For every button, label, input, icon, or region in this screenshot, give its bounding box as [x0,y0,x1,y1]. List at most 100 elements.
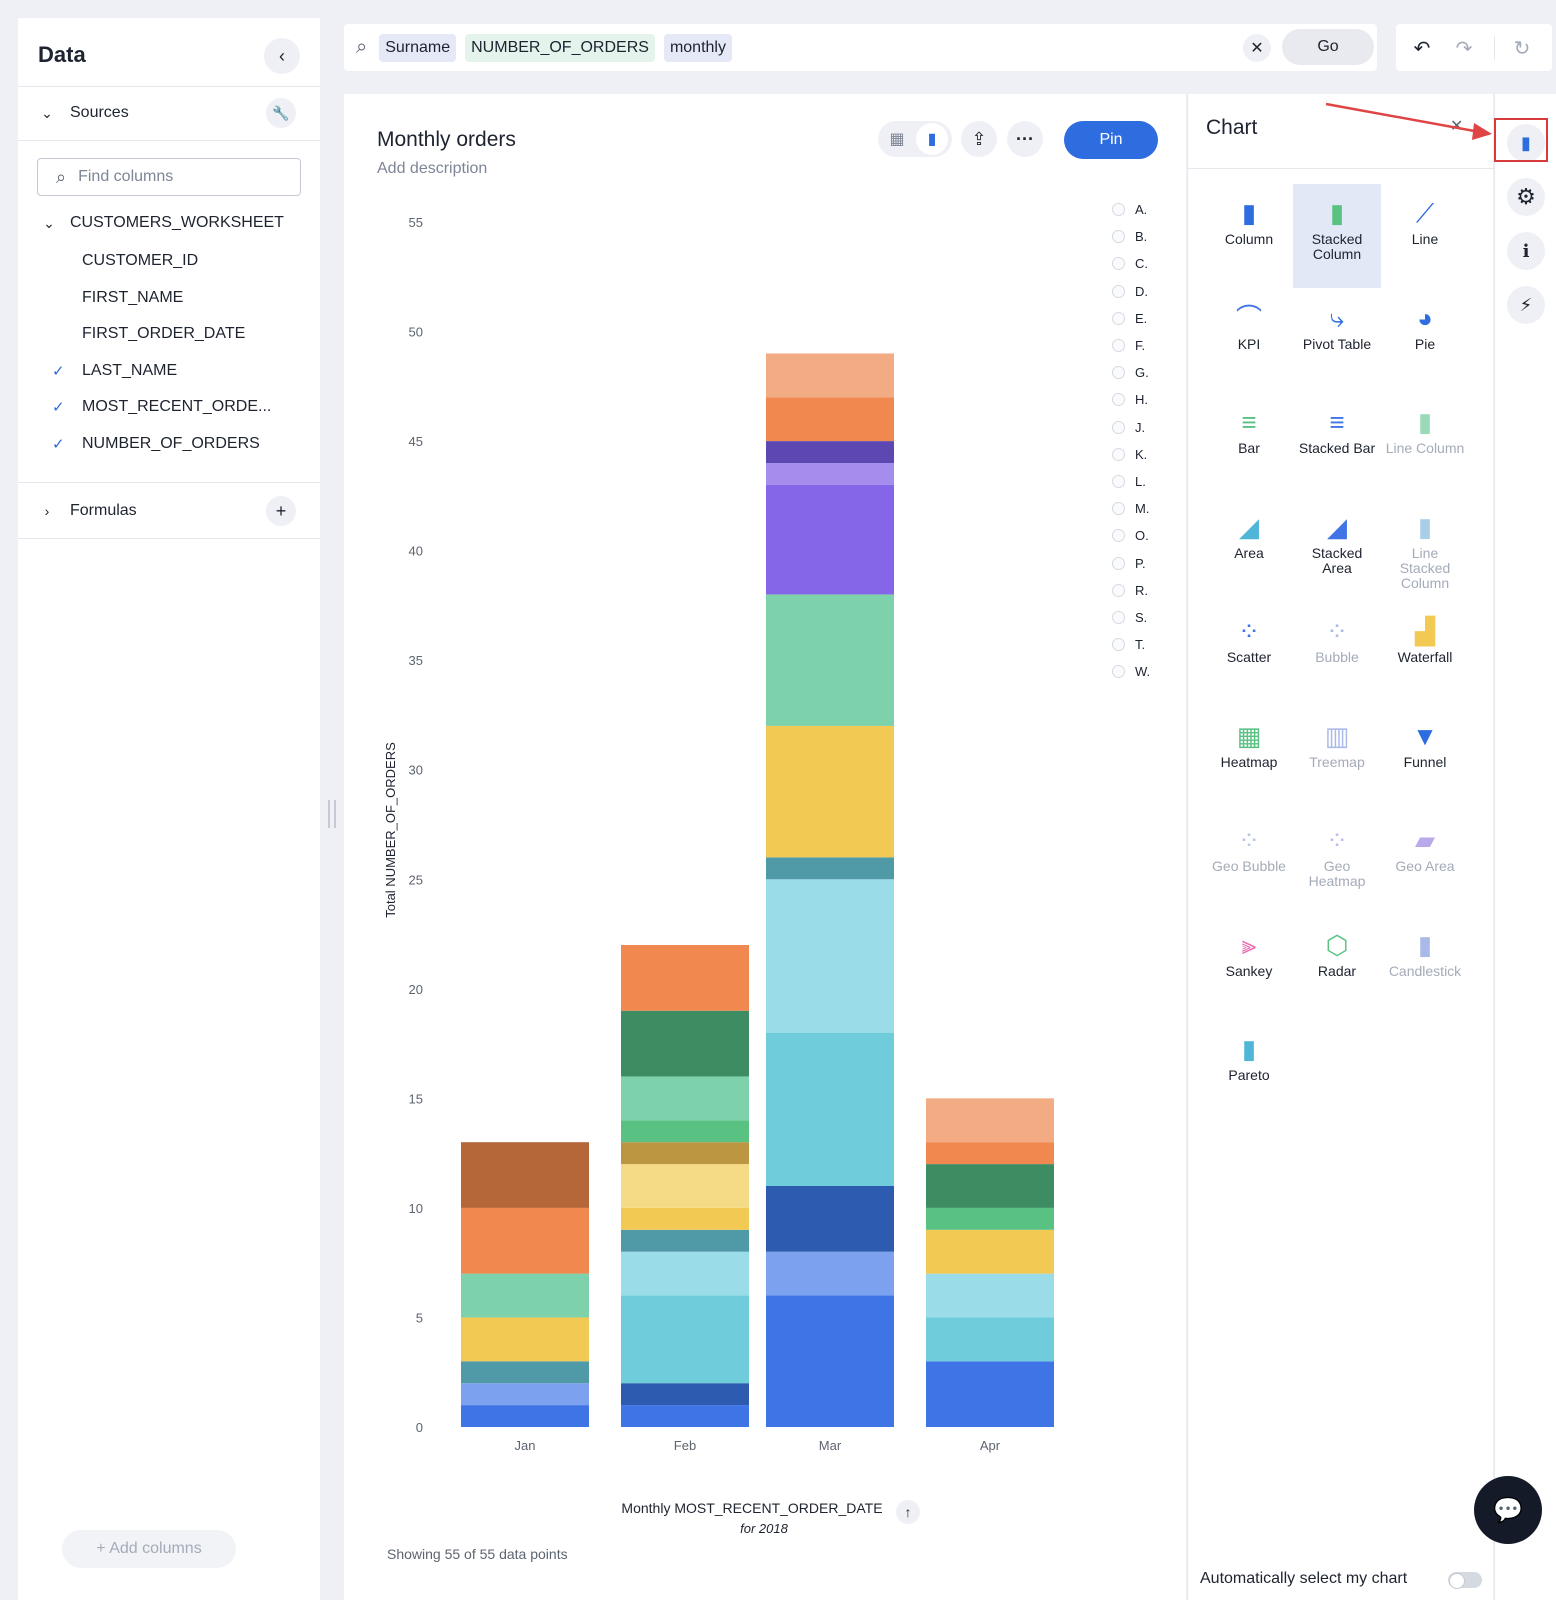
bar-segment[interactable] [766,1251,894,1296]
bar-segment[interactable] [766,484,894,595]
legend-item[interactable]: S. [1112,610,1147,625]
chart-description[interactable]: Add description [377,160,488,177]
chart-type-column[interactable]: ▮ Column [1205,184,1293,288]
legend-item[interactable]: E. [1112,311,1147,326]
bar-segment[interactable] [621,1120,749,1143]
legend-item[interactable]: D. [1112,284,1148,299]
undo-icon[interactable]: ↶ [1413,37,1431,60]
more-options-button[interactable]: ··· [1007,121,1043,157]
chart-type-heatmap[interactable]: ▦ Heatmap [1205,707,1293,811]
add-columns-button[interactable]: + Add columns [62,1530,236,1568]
bar-segment[interactable] [461,1317,589,1362]
chart-type-area[interactable]: ◢ Area [1205,498,1293,602]
formulas-header[interactable]: › Formulas [18,494,320,528]
column-item[interactable]: FIRST_ORDER_DATE [48,317,308,351]
resize-handle[interactable] [328,800,336,828]
bar-segment[interactable] [766,725,894,858]
clear-search-button[interactable]: ✕ [1243,34,1271,62]
bar-segment[interactable] [766,1032,894,1186]
redo-icon[interactable]: ↷ [1455,37,1473,60]
legend-item[interactable]: L. [1112,474,1146,489]
bar-segment[interactable] [621,1076,749,1121]
bar-segment[interactable] [926,1207,1054,1230]
column-item[interactable]: ✓ NUMBER_OF_ORDERS [48,427,308,461]
bar-segment[interactable] [926,1164,1054,1208]
chart-type-icon[interactable]: ▮ [1507,124,1545,162]
search-token[interactable]: Surname [379,33,457,62]
legend-item[interactable]: O. [1112,528,1149,543]
chart-type-bar[interactable]: ≡ Bar [1205,393,1293,497]
chart-title[interactable]: Monthly orders [377,128,516,151]
chart-type-line[interactable]: ⟋ Line [1381,184,1469,288]
legend-item[interactable]: A. [1112,202,1147,217]
legend-item[interactable]: K. [1112,447,1147,462]
go-button[interactable]: Go [1282,29,1374,65]
chat-button[interactable]: 💬 [1474,1476,1542,1544]
chart-view-icon[interactable]: ▮ [916,123,948,155]
chart-type-radar[interactable]: ⬡ Radar [1293,916,1381,1020]
chart-type-pivot-table[interactable]: ⤷ Pivot Table [1293,289,1381,393]
bar-segment[interactable] [766,441,894,463]
bar-segment[interactable] [621,1164,749,1208]
bar-segment[interactable] [621,1295,749,1384]
chart-type-sankey[interactable]: ⫸ Sankey [1205,916,1293,1020]
table-view-icon[interactable]: ▦ [889,131,905,148]
search-token[interactable]: NUMBER_OF_ORDERS [465,33,655,62]
info-icon[interactable]: i [1507,232,1545,270]
spotiq-icon[interactable]: ⚡ [1507,286,1545,324]
bar-segment[interactable] [926,1229,1054,1274]
auto-select-toggle[interactable] [1448,1572,1482,1589]
search-bar[interactable]: ⌕ Surname NUMBER_OF_ORDERS monthly [344,24,1377,71]
bar-segment[interactable] [621,1405,749,1427]
gear-icon[interactable]: ⚙ [1507,178,1545,216]
bar-segment[interactable] [621,1383,749,1406]
bar-segment[interactable] [621,1229,749,1252]
search-token[interactable]: monthly [663,33,732,62]
chart-type-treemap[interactable]: ▥ Treemap [1293,707,1381,811]
chart-type-geo-heatmap[interactable]: ⁘ Geo Heatmap [1293,811,1381,915]
chart-type-waterfall[interactable]: ▟ Waterfall [1381,602,1469,706]
legend-item[interactable]: T. [1112,637,1145,652]
bar-segment[interactable] [461,1405,589,1427]
bar-segment[interactable] [766,1295,894,1427]
legend-item[interactable]: M. [1112,501,1149,516]
column-item[interactable]: ✓ MOST_RECENT_ORDE... [48,390,308,424]
bar-segment[interactable] [926,1317,1054,1362]
chart-type-pareto[interactable]: ▮ Pareto [1205,1020,1293,1124]
find-columns-input[interactable]: ⌕ Find columns [37,158,301,196]
bar-segment[interactable] [766,857,894,880]
chart-type-funnel[interactable]: ▼ Funnel [1381,707,1469,811]
bar-segment[interactable] [621,1251,749,1296]
chart-type-scatter[interactable]: ⁘ Scatter [1205,602,1293,706]
bar-segment[interactable] [461,1361,589,1384]
bar-segment[interactable] [926,1273,1054,1318]
chart-type-pie[interactable]: ◕ Pie [1381,289,1469,393]
legend-item[interactable]: B. [1112,229,1147,244]
bar-segment[interactable] [766,353,894,398]
chart-type-bubble[interactable]: ⁘ Bubble [1293,602,1381,706]
legend-item[interactable]: G. [1112,365,1149,380]
bar-segment[interactable] [461,1142,589,1208]
worksheet-header[interactable]: ⌄ CUSTOMERS_WORKSHEET [18,206,320,240]
manage-sources-button[interactable]: 🔧 [266,98,296,128]
reset-icon[interactable]: ↻ [1513,37,1531,60]
sort-icon[interactable]: ↑ [896,1500,920,1524]
legend-item[interactable]: W. [1112,664,1150,679]
chart-type-candlestick[interactable]: ▮ Candlestick [1381,916,1469,1020]
legend-item[interactable]: J. [1112,420,1145,435]
legend-item[interactable]: C. [1112,256,1148,271]
bar-segment[interactable] [766,463,894,485]
y-axis-label[interactable]: Total NUMBER_OF_ORDERS [383,742,398,918]
bar-segment[interactable] [461,1383,589,1406]
collapse-panel-button[interactable]: ‹ [264,38,300,74]
bar-segment[interactable] [461,1207,589,1274]
chart-type-kpi[interactable]: ⌒ KPI [1205,289,1293,393]
chart-type-line-stacked-column[interactable]: ▮ Line Stacked Column [1381,498,1469,602]
chart-type-stacked-area[interactable]: ◢ Stacked Area [1293,498,1381,602]
bar-segment[interactable] [621,945,749,1011]
bar-segment[interactable] [461,1273,589,1318]
bar-segment[interactable] [766,397,894,442]
bar-segment[interactable] [621,1207,749,1230]
chart-type-line-column[interactable]: ▮ Line Column [1381,393,1469,497]
add-formula-button[interactable]: + [266,496,296,526]
